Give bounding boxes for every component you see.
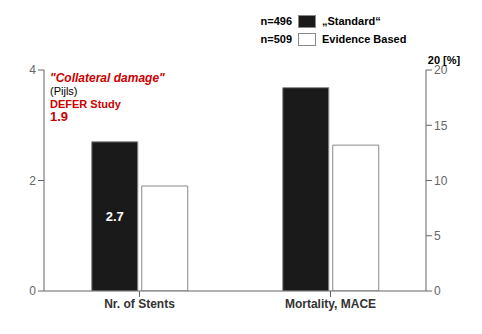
html-text:(Pijls): (Pijls) (50, 85, 78, 98)
svg-text:20: 20 (434, 63, 448, 78)
svg-text:15: 15 (434, 119, 448, 133)
svg-text:10: 10 (434, 174, 448, 188)
svg-text:Mortality, MACE: Mortality, MACE (285, 297, 376, 311)
html-text:n=496: n=496 (260, 15, 292, 27)
html-text:„Standard“: „Standard“ (322, 15, 381, 27)
svg-text:2.7: 2.7 (106, 209, 124, 224)
html-text:n=509: n=509 (260, 33, 292, 45)
svg-text:20 [%]: 20 [%] (428, 54, 461, 66)
svg-text:0: 0 (434, 284, 441, 298)
html-text:1.9: 1.9 (50, 109, 69, 125)
svg-text:Nr. of Stents: Nr. of Stents (104, 297, 175, 311)
svg-text:0: 0 (29, 284, 36, 298)
html-text:Evidence Based: Evidence Based (322, 33, 407, 45)
svg-text:5: 5 (434, 229, 441, 243)
html-text:DEFER Study: DEFER Study (50, 97, 121, 110)
html-text:"Collateral damage": "Collateral damage" (50, 71, 165, 85)
svg-text:2: 2 (29, 174, 36, 188)
svg-text:4: 4 (29, 63, 36, 77)
